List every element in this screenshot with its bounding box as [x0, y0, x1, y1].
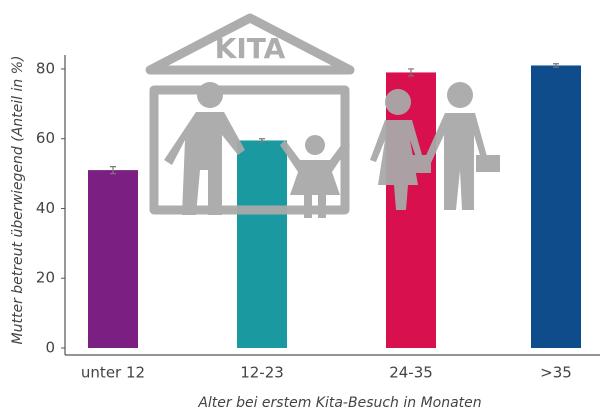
- bars: [88, 65, 581, 348]
- error-bar: [259, 138, 265, 143]
- error-bar: [408, 68, 414, 77]
- woman: [370, 120, 422, 210]
- case: [476, 155, 500, 172]
- y-axis-title: Mutter betreut überwiegend (Anteil in %): [10, 56, 26, 345]
- x-axis-title: Alter bei erstem Kita-Besuch in Monaten: [197, 395, 481, 411]
- x-tick-label: 24-35: [389, 364, 433, 382]
- kita-icon: KITA: [145, 13, 500, 218]
- x-tick-label: >35: [540, 364, 572, 382]
- adult: [164, 112, 245, 215]
- child: [280, 140, 350, 218]
- bar: [237, 140, 287, 348]
- bar: [531, 65, 581, 348]
- man-head: [447, 82, 473, 108]
- bar: [88, 170, 138, 348]
- man: [424, 113, 488, 210]
- roof: [145, 13, 355, 75]
- error-bar: [553, 63, 559, 68]
- bar: [386, 72, 436, 348]
- icon-label: KITA: [215, 32, 286, 65]
- woman-head: [385, 89, 411, 115]
- y-tick-label: 0: [45, 339, 55, 357]
- x-tick-label: unter 12: [81, 364, 145, 382]
- y-tick-label: 40: [36, 199, 55, 217]
- error-bar: [110, 166, 116, 175]
- y-tick-label: 60: [36, 129, 55, 147]
- y-tick-label: 80: [36, 59, 55, 77]
- child-head: [305, 135, 325, 155]
- y-tick-label: 20: [36, 269, 55, 287]
- house: [149, 85, 350, 215]
- x-tick-label: 12-23: [240, 364, 284, 382]
- adult-head: [197, 82, 223, 108]
